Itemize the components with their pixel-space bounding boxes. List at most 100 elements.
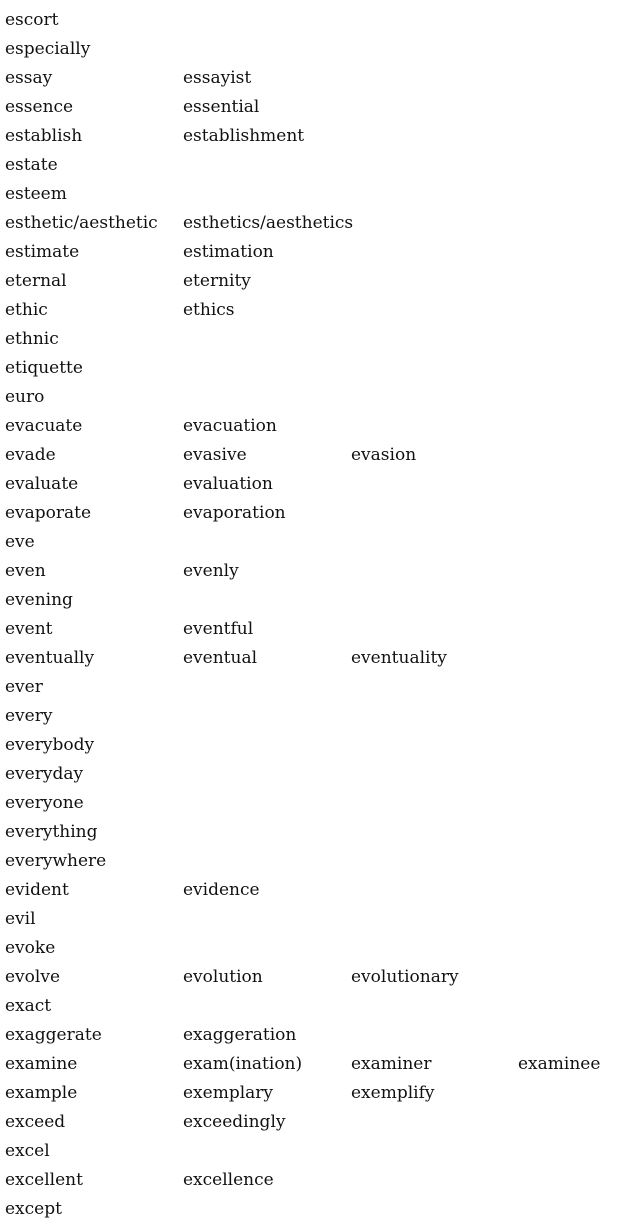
word-row: everyday — [5, 760, 635, 789]
derived-word: essential — [183, 97, 260, 117]
word-row: evil — [5, 905, 635, 934]
word-row: evening — [5, 586, 635, 615]
derived-word: excellence — [183, 1170, 274, 1190]
headword: evacuate — [5, 416, 83, 436]
headword: estate — [5, 155, 58, 175]
word-row: establish establishment — [5, 122, 635, 151]
word-row: exceed exceedingly — [5, 1108, 635, 1137]
headword: especially — [5, 39, 91, 59]
word-row: excellent excellence — [5, 1166, 635, 1195]
word-row: example exemplary exemplify — [5, 1079, 635, 1108]
derived-word: establishment — [183, 126, 305, 146]
headword: example — [5, 1083, 78, 1103]
derived-word: evaluation — [183, 474, 273, 494]
headword: euro — [5, 387, 45, 407]
derived-word: evenly — [183, 561, 239, 581]
derived-word: eventful — [183, 619, 254, 639]
word-row: eve — [5, 528, 635, 557]
headword: evade — [5, 445, 56, 465]
word-row: evident evidence — [5, 876, 635, 905]
headword: ever — [5, 677, 43, 697]
headword: esteem — [5, 184, 67, 204]
word-row: event eventful — [5, 615, 635, 644]
word-row: evade evasive evasion — [5, 441, 635, 470]
derived-word: esthetics/aesthetics — [183, 213, 354, 233]
derived-word: evidence — [183, 880, 260, 900]
headword: everyday — [5, 764, 84, 784]
derived-word: evolution — [183, 967, 263, 987]
word-row: estate — [5, 151, 635, 180]
headword: ethnic — [5, 329, 59, 349]
word-row: eternal eternity — [5, 267, 635, 296]
word-row: everybody — [5, 731, 635, 760]
headword: evil — [5, 909, 36, 929]
headword: every — [5, 706, 53, 726]
headword: except — [5, 1199, 62, 1219]
word-row: even evenly — [5, 557, 635, 586]
word-row: especially — [5, 35, 635, 64]
word-row: ever — [5, 673, 635, 702]
headword: essay — [5, 68, 53, 88]
headword: evaporate — [5, 503, 92, 523]
headword: event — [5, 619, 53, 639]
headword: excel — [5, 1141, 50, 1161]
word-list: escort especially essay essayist essence esse… — [5, 6, 635, 1224]
word-row: exaggerate exaggeration — [5, 1021, 635, 1050]
derived-word: eventuality — [351, 648, 447, 668]
word-row: ethnic — [5, 325, 635, 354]
headword: evident — [5, 880, 69, 900]
word-row: evaporate evaporation — [5, 499, 635, 528]
derived-word: examinee — [518, 1054, 601, 1074]
word-row: estimate estimation — [5, 238, 635, 267]
word-row: eventually eventual eventuality — [5, 644, 635, 673]
word-row: etiquette — [5, 354, 635, 383]
word-row: escort — [5, 6, 635, 35]
word-row: except — [5, 1195, 635, 1224]
headword: essence — [5, 97, 74, 117]
word-row: esteem — [5, 180, 635, 209]
derived-word: eventual — [183, 648, 258, 668]
headword: exaggerate — [5, 1025, 102, 1045]
derived-word: evasion — [351, 445, 417, 465]
headword: eve — [5, 532, 35, 552]
headword: eternal — [5, 271, 67, 291]
derived-word: exaggeration — [183, 1025, 297, 1045]
headword: everything — [5, 822, 98, 842]
headword: escort — [5, 10, 59, 30]
word-row: evacuate evacuation — [5, 412, 635, 441]
word-row: everything — [5, 818, 635, 847]
headword: even — [5, 561, 46, 581]
word-row: essence essential — [5, 93, 635, 122]
word-row: examine exam(ination) examiner examinee — [5, 1050, 635, 1079]
derived-word: evasive — [183, 445, 247, 465]
derived-word: ethics — [183, 300, 235, 320]
headword: exceed — [5, 1112, 66, 1132]
headword: everyone — [5, 793, 84, 813]
headword: exact — [5, 996, 52, 1016]
word-row: evoke — [5, 934, 635, 963]
word-row: euro — [5, 383, 635, 412]
headword: etiquette — [5, 358, 83, 378]
word-row: excel — [5, 1137, 635, 1166]
word-row: everywhere — [5, 847, 635, 876]
word-row: everyone — [5, 789, 635, 818]
word-row: exact — [5, 992, 635, 1021]
headword: excellent — [5, 1170, 83, 1190]
headword: examine — [5, 1054, 78, 1074]
headword: everywhere — [5, 851, 107, 871]
derived-word: estimation — [183, 242, 274, 262]
headword: evaluate — [5, 474, 79, 494]
derived-word: evacuation — [183, 416, 277, 436]
word-row: every — [5, 702, 635, 731]
headword: ethic — [5, 300, 48, 320]
derived-word: evolutionary — [351, 967, 459, 987]
word-row: evolve evolution evolutionary — [5, 963, 635, 992]
derived-word: eternity — [183, 271, 251, 291]
word-row: essay essayist — [5, 64, 635, 93]
derived-word: exam(ination) — [183, 1054, 303, 1074]
derived-word: examiner — [351, 1054, 432, 1074]
derived-word: essayist — [183, 68, 252, 88]
derived-word: exemplary — [183, 1083, 274, 1103]
word-row: esthetic/aesthetic esthetics/aesthetics — [5, 209, 635, 238]
headword: esthetic/aesthetic — [5, 213, 158, 233]
